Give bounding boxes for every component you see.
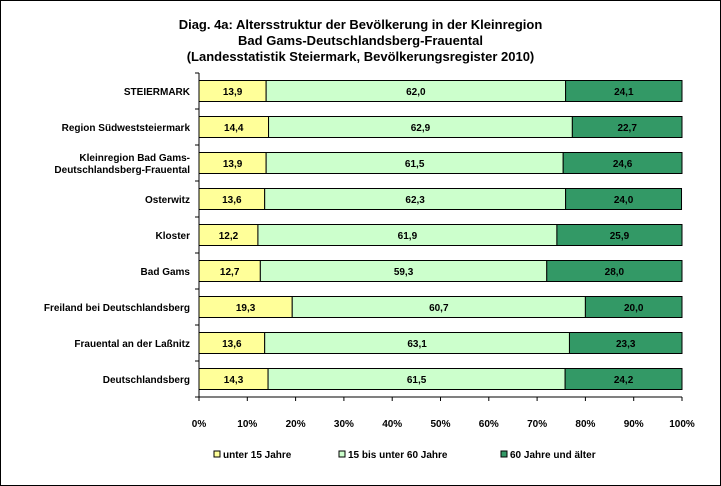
bar-segment (571, 116, 683, 138)
bar-segment (565, 80, 683, 102)
bar-segment (562, 152, 683, 174)
legend-swatch (338, 450, 346, 458)
data-label: 12,7 (220, 267, 240, 278)
category-label: Osterwitz (145, 195, 190, 206)
chart-title-line-1: Diag. 4a: Altersstruktur der Bevölkerung… (178, 17, 543, 32)
x-tick-label: 60% (479, 419, 499, 430)
category-label: Deutschlandsberg (103, 375, 190, 386)
data-label: 22,7 (617, 123, 637, 134)
legend-swatch (213, 450, 221, 458)
x-tick-label: 30% (334, 419, 354, 430)
category-label: Region Südweststeiermark (62, 123, 191, 134)
data-label: 62,3 (405, 195, 425, 206)
legend-swatch (500, 450, 508, 458)
data-label: 59,3 (394, 267, 414, 278)
data-label: 13,9 (223, 159, 243, 170)
data-label: 23,3 (616, 339, 636, 350)
x-tick-label: 50% (430, 419, 450, 430)
data-label: 28,0 (605, 267, 625, 278)
data-label: 24,0 (614, 195, 634, 206)
x-tick-label: 80% (575, 419, 595, 430)
bar-segment (556, 224, 683, 246)
x-tick-label: 0% (192, 419, 207, 430)
x-tick-label: 70% (527, 419, 547, 430)
data-label: 62,9 (411, 123, 431, 134)
legend-label: 60 Jahre und älter (510, 450, 596, 461)
data-label: 24,6 (613, 159, 633, 170)
data-label: 61,5 (405, 159, 425, 170)
data-label: 61,5 (407, 375, 427, 386)
data-label: 61,9 (398, 231, 418, 242)
data-label: 24,2 (614, 375, 634, 386)
category-label: Kloster (156, 231, 191, 242)
data-label: 19,3 (236, 303, 256, 314)
data-label: 62,0 (406, 87, 426, 98)
data-label: 25,9 (610, 231, 630, 242)
bar-segment (565, 188, 683, 210)
x-tick-label: 10% (237, 419, 257, 430)
data-label: 24,1 (614, 87, 634, 98)
bar-segment (564, 368, 683, 390)
category-label: Bad Gams (141, 267, 191, 278)
chart-title-line-2: Bad Gams-Deutschlandsberg-Frauental (238, 33, 483, 48)
x-tick-label: 100% (669, 419, 695, 430)
category-label: STEIERMARK (124, 87, 191, 98)
x-tick-label: 90% (624, 419, 644, 430)
data-label: 14,3 (224, 375, 244, 386)
data-label: 12,2 (219, 231, 239, 242)
category-label: Deutschlandsberg-Frauental (54, 165, 190, 176)
data-label: 13,6 (222, 195, 242, 206)
category-label: Frauental an der Laßnitz (74, 339, 190, 350)
data-label: 13,9 (223, 87, 243, 98)
category-label: Freiland bei Deutschlandsberg (44, 303, 190, 314)
data-label: 60,7 (429, 303, 449, 314)
data-label: 63,1 (407, 339, 427, 350)
legend-label: unter 15 Jahre (223, 450, 292, 461)
bar-segment (568, 332, 683, 354)
data-label: 20,0 (624, 303, 644, 314)
data-label: 14,4 (224, 123, 244, 134)
data-label: 13,6 (222, 339, 242, 350)
chart-title-line-3: (Landesstatistik Steiermark, Bevölkerung… (186, 49, 535, 64)
x-tick-label: 40% (382, 419, 402, 430)
x-tick-label: 20% (286, 419, 306, 430)
bar-segment (546, 260, 683, 282)
bar-segment (584, 296, 683, 318)
category-label: Kleinregion Bad Gams- (79, 153, 190, 164)
legend-label: 15 bis unter 60 Jahre (348, 450, 448, 461)
